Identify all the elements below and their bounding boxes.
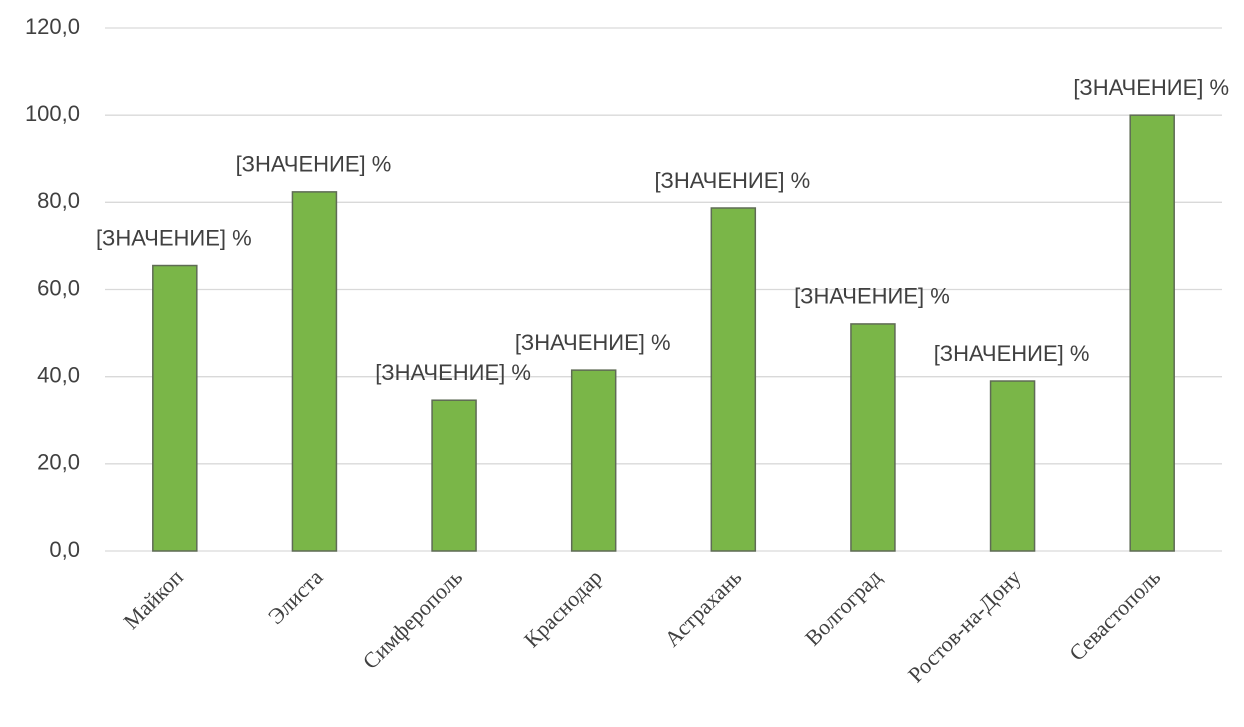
bar	[431, 399, 477, 552]
x-tick-label: Ростов-на-Дону	[903, 564, 1026, 687]
data-label: [ЗНАЧЕНИЕ] %	[236, 152, 392, 177]
bar	[570, 369, 617, 552]
x-tick-label: Астрахань	[659, 564, 746, 651]
bar	[152, 264, 198, 552]
y-tick-label: 120,0	[25, 14, 80, 39]
bar	[989, 380, 1036, 552]
x-tick-label: Севастополь	[1064, 564, 1165, 665]
data-label: [ЗНАЧЕНИЕ] %	[1073, 75, 1229, 100]
bar	[710, 207, 757, 552]
data-label: [ЗНАЧЕНИЕ] %	[794, 284, 950, 309]
bar	[291, 191, 338, 552]
y-tick-label: 20,0	[37, 450, 80, 475]
bar	[850, 323, 896, 552]
x-tick-label: Волгоград	[800, 564, 886, 650]
data-label: [ЗНАЧЕНИЕ] %	[934, 341, 1090, 366]
x-tick-label: Майкоп	[118, 564, 188, 634]
data-label: [ЗНАЧЕНИЕ] %	[654, 168, 810, 193]
data-label: [ЗНАЧЕНИЕ] %	[515, 330, 671, 355]
data-label: [ЗНАЧЕНИЕ] %	[96, 225, 252, 250]
y-tick-label: 100,0	[25, 101, 80, 126]
x-tick-label: Симферополь	[358, 564, 468, 674]
y-tick-label: 60,0	[37, 275, 80, 300]
bar	[1129, 114, 1175, 552]
x-tick-label: Элиста	[263, 564, 328, 629]
x-tick-label: Краснодар	[519, 564, 607, 652]
y-tick-label: 80,0	[37, 188, 80, 213]
y-tick-label: 40,0	[37, 362, 80, 387]
data-label: [ЗНАЧЕНИЕ] %	[375, 360, 531, 385]
y-tick-label: 0,0	[49, 537, 80, 562]
